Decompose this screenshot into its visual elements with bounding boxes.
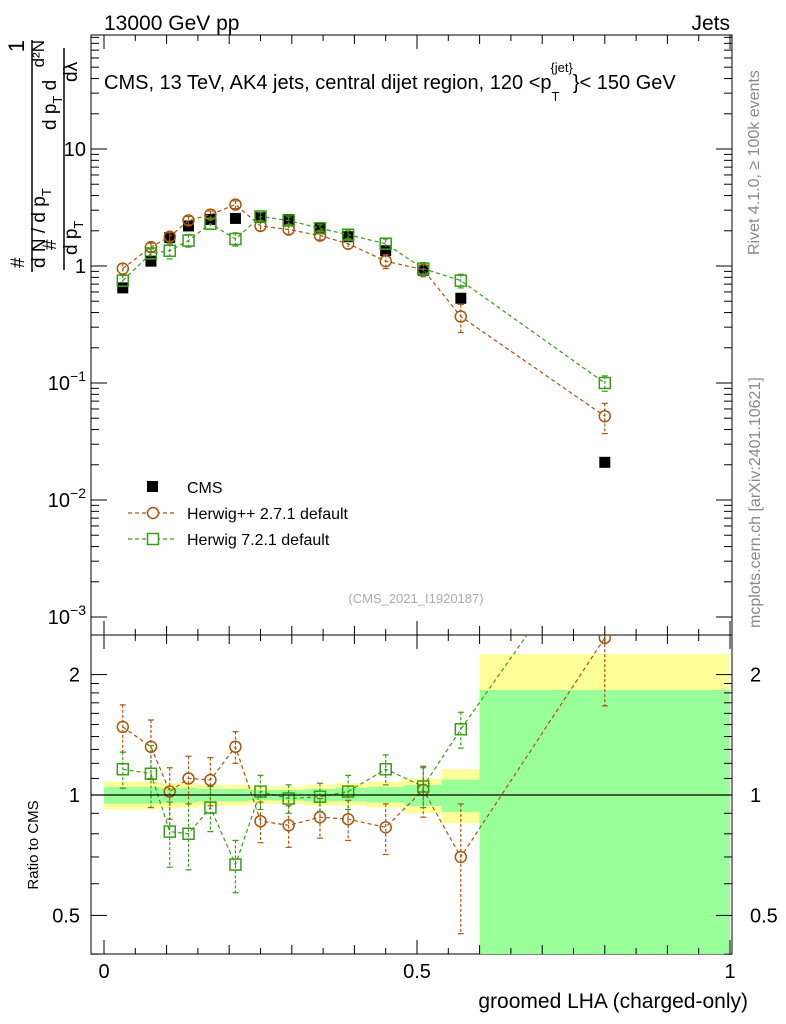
plot-title: CMS, 13 TeV, AK4 jets, central dijet reg… bbox=[104, 60, 676, 104]
data-point-herwigpp bbox=[598, 409, 612, 423]
data-point-herwig7 bbox=[144, 247, 158, 260]
ratio-point-herwigpp bbox=[454, 850, 468, 864]
svg-text:1: 1 bbox=[4, 40, 29, 52]
main-y-axis-label: # d N / d pT 1 # d pT d pT d d²N dλ bbox=[4, 40, 86, 272]
svg-text:d pT d: d pT d bbox=[40, 80, 65, 130]
legend-herwig7-marker bbox=[146, 532, 160, 546]
ratio-line-herwigpp bbox=[122, 637, 606, 859]
ratio-y-tick-label: 0.5 bbox=[52, 905, 80, 927]
data-point-herwigpp bbox=[182, 214, 195, 227]
ratio-point-herwig7 bbox=[313, 790, 327, 803]
data-point-cms bbox=[314, 222, 326, 234]
series-line-herwigpp bbox=[122, 203, 606, 417]
ratio-point-herwigpp bbox=[379, 821, 392, 834]
ratio-point-herwig7 bbox=[282, 792, 295, 805]
data-point-cms bbox=[145, 255, 157, 267]
data-point-herwig7 bbox=[313, 222, 327, 235]
rivet-version-label: Rivet 4.1.0, ≥ 100k events bbox=[746, 70, 763, 255]
svg-text:#: # bbox=[40, 239, 61, 250]
x-axis-label: groomed LHA (charged-only) bbox=[478, 990, 748, 1013]
ratio-point-herwigpp bbox=[341, 812, 355, 826]
ratio-point-herwigpp bbox=[229, 740, 242, 754]
legend-herwigpp-label: Herwig++ 2.7.1 default bbox=[187, 506, 349, 523]
legend-cms-marker bbox=[147, 481, 158, 492]
data-point-herwigpp bbox=[379, 254, 392, 268]
ratio-point-herwigpp bbox=[116, 720, 130, 734]
data-point-herwig7 bbox=[379, 237, 392, 250]
ratio-y-tick-label-right: 2 bbox=[750, 665, 761, 687]
legend-cms-label: CMS bbox=[187, 480, 223, 497]
data-point-herwig7 bbox=[598, 376, 612, 390]
analysis-id: (CMS_2021_I1920187) bbox=[348, 591, 483, 606]
energy-label: 13000 GeV pp bbox=[104, 12, 239, 35]
series-line-herwig7 bbox=[122, 215, 606, 384]
svg-text:dλ: dλ bbox=[61, 61, 82, 82]
data-point-herwig7 bbox=[182, 234, 195, 247]
data-point-herwigpp bbox=[229, 198, 242, 211]
x-tick-label: 1 bbox=[724, 961, 735, 983]
svg-text:d N / d pT: d N / d pT bbox=[29, 188, 54, 268]
data-point-herwig7 bbox=[229, 232, 242, 246]
data-point-cms bbox=[117, 282, 129, 294]
legend-herwigpp-marker bbox=[146, 506, 160, 520]
ratio-point-herwigpp bbox=[282, 819, 295, 832]
ratio-point-herwigpp bbox=[204, 773, 217, 787]
ratio-y-axis-label: Ratio to CMS bbox=[25, 800, 42, 889]
ratio-point-herwig7 bbox=[204, 801, 217, 814]
data-point-herwigpp bbox=[144, 240, 158, 254]
process-label: Jets bbox=[691, 12, 730, 35]
y-tick-label: 10 bbox=[64, 139, 86, 161]
data-point-herwig7 bbox=[454, 274, 468, 287]
y-tick-label: 1 bbox=[75, 256, 86, 278]
data-point-cms bbox=[599, 456, 611, 468]
ratio-point-herwigpp bbox=[182, 772, 195, 785]
ratio-point-herwigpp bbox=[254, 814, 267, 828]
y-tick-label: 10−2 bbox=[48, 485, 86, 512]
ratio-y-tick-label: 2 bbox=[69, 665, 80, 687]
ratio-point-herwigpp bbox=[163, 785, 176, 798]
ratio-point-herwig7 bbox=[182, 827, 195, 841]
uncertainty-band-stat bbox=[442, 779, 480, 812]
ratio-y-tick-label-right: 1 bbox=[750, 785, 761, 807]
data-point-herwig7 bbox=[204, 217, 217, 230]
ratio-point-herwig7 bbox=[417, 780, 430, 793]
ratio-point-herwig7 bbox=[599, 518, 610, 529]
data-point-herwig7 bbox=[417, 262, 430, 275]
data-point-herwig7 bbox=[282, 214, 295, 227]
data-point-herwig7 bbox=[163, 244, 176, 258]
ratio-point-herwig7 bbox=[229, 858, 242, 871]
legend-herwig7-label: Herwig 7.2.1 default bbox=[187, 532, 330, 549]
ratio-y-tick-label: 1 bbox=[69, 785, 80, 807]
x-tick-label: 0.5 bbox=[403, 961, 431, 983]
uncertainty-band-stat bbox=[479, 690, 730, 954]
y-tick-label: 10−3 bbox=[48, 602, 86, 629]
ratio-point-herwig7 bbox=[163, 825, 176, 838]
mcplots-label: mcplots.cern.ch [arXiv:2401.10621] bbox=[747, 377, 764, 628]
data-point-cms bbox=[380, 245, 392, 257]
legend: CMS Herwig++ 2.7.1 default Herwig 7.2.1 … bbox=[128, 480, 349, 549]
data-point-cms bbox=[229, 212, 241, 224]
data-point-cms bbox=[455, 292, 467, 304]
data-point-herwig7 bbox=[254, 210, 267, 223]
ratio-y-tick-label-right: 0.5 bbox=[750, 905, 778, 927]
ratio-point-herwigpp bbox=[598, 635, 612, 645]
y-tick-label: 10−1 bbox=[48, 368, 86, 395]
ratio-point-herwig7 bbox=[379, 762, 392, 776]
svg-text:d²N: d²N bbox=[29, 40, 48, 67]
data-point-herwigpp bbox=[454, 310, 468, 323]
data-point-herwigpp bbox=[163, 230, 176, 243]
data-point-herwig7 bbox=[116, 274, 130, 287]
x-tick-label: 0 bbox=[98, 961, 109, 983]
ratio-point-herwig7 bbox=[116, 762, 130, 776]
data-point-herwigpp bbox=[116, 262, 130, 275]
data-point-cms bbox=[164, 232, 176, 244]
ratio-point-herwig7 bbox=[254, 785, 267, 798]
ratio-point-herwig7 bbox=[454, 723, 468, 736]
ratio-point-herwig7 bbox=[341, 785, 355, 798]
svg-text:#: # bbox=[8, 257, 29, 268]
data-point-herwig7 bbox=[341, 228, 355, 241]
ratio-point-herwig7 bbox=[144, 767, 158, 781]
